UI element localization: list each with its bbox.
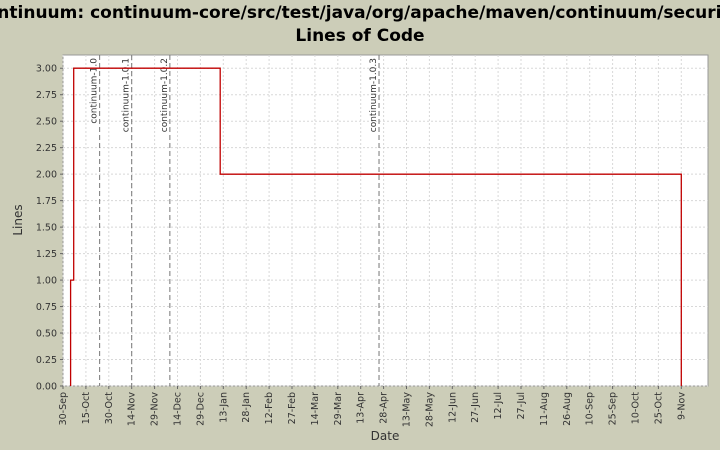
release-markers: continuum-1.0 continuum-1.0.1 continuum-1.…: [90, 55, 380, 386]
x-tick-label: 14-Dec: [173, 392, 184, 426]
release-marker-label: continuum-1.0.2: [160, 58, 170, 132]
x-tick-label: 25-Oct: [653, 392, 664, 424]
x-tick-label: 13-May: [402, 392, 413, 428]
x-tick-label: 27-Jul: [516, 392, 527, 420]
grid: [62, 55, 708, 387]
plot-area: [62, 54, 709, 387]
x-tick-label: 10-Sep: [585, 392, 596, 425]
x-tick-label: 26-Aug: [562, 392, 573, 426]
y-tick-label: 0.50: [36, 329, 57, 340]
y-tick-label: 2.50: [36, 117, 57, 128]
x-tick-label: 29-Mar: [333, 392, 344, 426]
y-tick-label: 1.50: [36, 223, 57, 234]
x-tick-label: 30-Oct: [104, 392, 115, 424]
x-tick-label: 27-Jun: [470, 392, 481, 423]
release-marker-label: continuum-1.0.1: [122, 58, 132, 132]
x-axis-ticks: 30-Sep 15-Oct 30-Oct 14-Nov 29-Nov 14-Dec 29-D…: [58, 386, 687, 427]
series-layer: [69, 67, 682, 386]
x-tick-label: 29-Nov: [150, 392, 161, 426]
x-tick-label: 27-Feb: [287, 392, 298, 424]
x-tick-label: 14-Nov: [127, 392, 138, 426]
release-marker-label: continuum-1.0: [90, 58, 100, 124]
x-axis-label: Date: [371, 429, 400, 443]
y-tick-label: 2.75: [36, 90, 57, 101]
y-axis-label: Lines: [11, 204, 25, 235]
y-tick-label: 1.25: [36, 249, 57, 260]
x-tick-label: 25-Sep: [608, 392, 619, 425]
x-tick-label: 11-Aug: [539, 392, 550, 426]
x-tick-label: 13-Apr: [356, 392, 367, 424]
x-tick-label: 29-Dec: [195, 392, 206, 426]
x-tick-label: 15-Oct: [81, 392, 92, 424]
chart-title-line-2: Lines of Code: [295, 26, 424, 46]
y-tick-label: 0.25: [36, 355, 57, 366]
x-tick-label: 10-Oct: [631, 392, 642, 424]
y-tick-label: 2.00: [36, 170, 57, 181]
y-tick-label: 1.00: [36, 276, 57, 287]
x-tick-label: 14-Mar: [310, 392, 321, 426]
x-tick-label: 28-May: [424, 392, 435, 428]
y-tick-label: 1.75: [36, 196, 57, 207]
y-tick-label: 0.00: [36, 382, 57, 393]
chart-title-line-1: Continuum: continuum-core/src/test/java/…: [0, 3, 720, 23]
x-tick-label: 28-Jan: [241, 392, 252, 423]
x-tick-label: 28-Apr: [379, 392, 390, 424]
x-tick-label: 12-Feb: [264, 392, 275, 424]
x-tick-label: 9-Nov: [676, 392, 687, 420]
y-axis-ticks: 0.00 0.25 0.50 0.75 1.00 1.25 1.50 1.75 2.00 2.25…: [36, 64, 63, 393]
y-tick-label: 3.00: [36, 64, 57, 75]
release-marker-label: continuum-1.0.3: [369, 58, 379, 132]
x-tick-label: 30-Sep: [58, 392, 69, 425]
x-tick-label: 13-Jan: [218, 392, 229, 423]
y-tick-label: 2.25: [36, 143, 57, 154]
series-line: [69, 67, 682, 386]
y-tick-label: 0.75: [36, 302, 57, 313]
x-tick-label: 12-Jul: [493, 392, 504, 420]
x-tick-label: 12-Jun: [447, 392, 458, 423]
